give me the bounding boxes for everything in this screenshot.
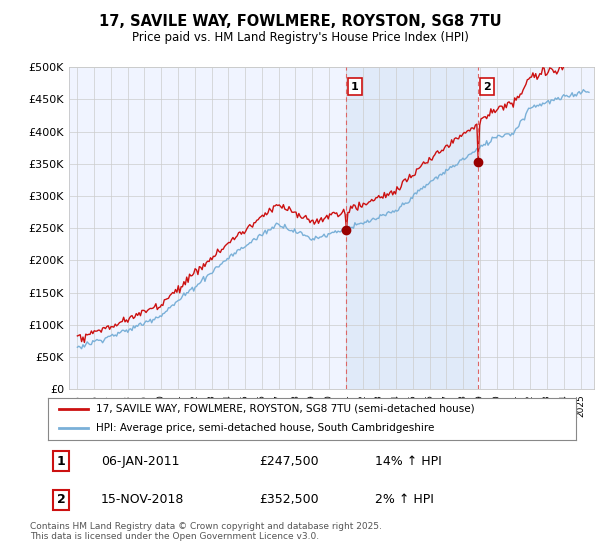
Text: 14% ↑ HPI: 14% ↑ HPI [376,455,442,468]
Text: £352,500: £352,500 [259,493,319,506]
Bar [346,67,478,389]
Text: 15-NOV-2018: 15-NOV-2018 [101,493,184,506]
Text: 2: 2 [483,82,491,91]
Text: 1: 1 [57,455,65,468]
Text: 06-JAN-2011: 06-JAN-2011 [101,455,179,468]
Text: £247,500: £247,500 [259,455,319,468]
Text: 2: 2 [57,493,65,506]
Text: 17, SAVILE WAY, FOWLMERE, ROYSTON, SG8 7TU (semi-detached house): 17, SAVILE WAY, FOWLMERE, ROYSTON, SG8 7… [95,404,474,414]
Text: Price paid vs. HM Land Registry's House Price Index (HPI): Price paid vs. HM Land Registry's House … [131,31,469,44]
Text: 1: 1 [351,82,359,91]
Text: 17, SAVILE WAY, FOWLMERE, ROYSTON, SG8 7TU: 17, SAVILE WAY, FOWLMERE, ROYSTON, SG8 7… [98,14,502,29]
Text: HPI: Average price, semi-detached house, South Cambridgeshire: HPI: Average price, semi-detached house,… [95,423,434,433]
Text: Contains HM Land Registry data © Crown copyright and database right 2025.
This d: Contains HM Land Registry data © Crown c… [30,522,382,542]
Text: 2% ↑ HPI: 2% ↑ HPI [376,493,434,506]
